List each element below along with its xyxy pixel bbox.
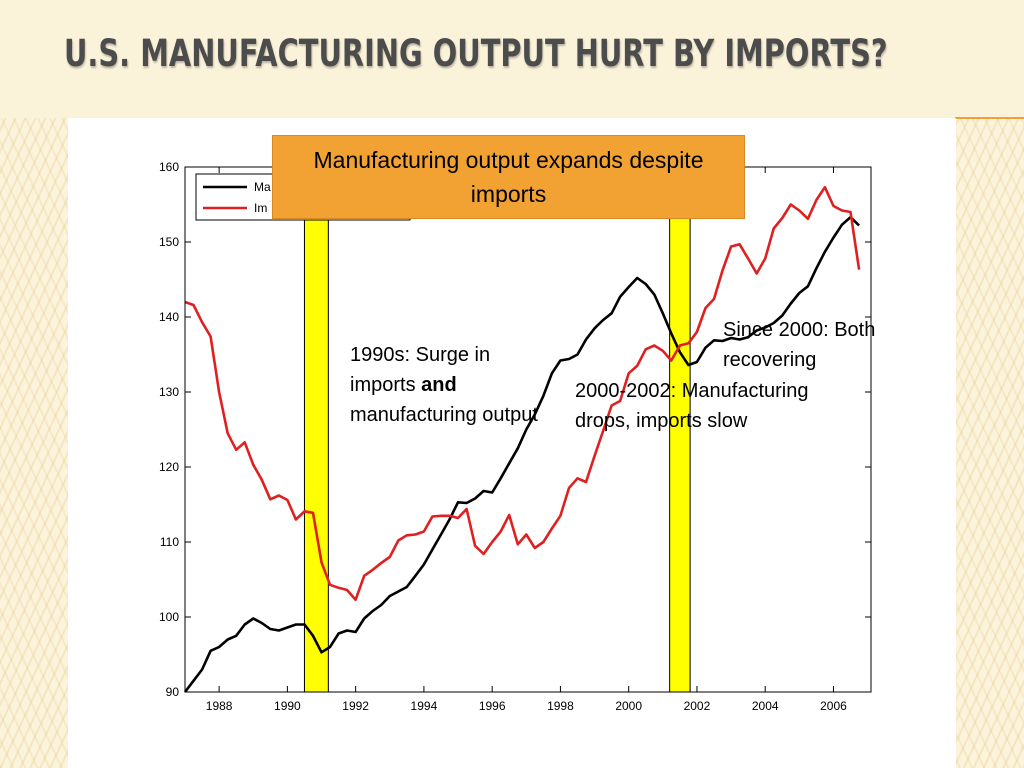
y-axis-ticks: 90 100 110 120 130 140 150 160 [159, 160, 871, 699]
legend-label-im: Im [254, 201, 267, 215]
x-tick-label: 2006 [820, 699, 847, 713]
slide-title: U.S. Manufacturing Output Hurt by Import… [64, 32, 888, 75]
y-tick-label: 120 [159, 460, 179, 474]
x-axis-ticks: 1988 1990 1992 1994 1996 1998 2000 2002 2004 2006 [206, 167, 847, 713]
chart-series [183, 185, 861, 693]
annotation-1990s-suffix: manufacturing output [350, 404, 538, 426]
annotation-1990s-surge: 1990s: Surge in imports and manufacturin… [350, 340, 550, 430]
series-line-im [184, 185, 861, 602]
series-line-ma [183, 215, 861, 693]
x-tick-label: 1996 [479, 699, 506, 713]
callout-text: Manufacturing output expands despite imp… [313, 147, 704, 207]
x-tick-label: 2000 [615, 699, 642, 713]
y-tick-label: 160 [159, 160, 179, 174]
title-band [0, 0, 1024, 118]
y-tick-label: 90 [166, 685, 180, 699]
callout-box: Manufacturing output expands despite imp… [272, 135, 745, 219]
x-tick-label: 2004 [752, 699, 779, 713]
recession-band-1 [303, 166, 329, 693]
annotation-since-2000: Since 2000: Both recovering [723, 319, 876, 371]
x-tick-label: 1994 [411, 699, 438, 713]
legend-label-ma: Ma [254, 180, 271, 194]
y-tick-label: 140 [159, 310, 179, 324]
accent-line [955, 117, 1024, 119]
x-tick-label: 2002 [684, 699, 711, 713]
y-tick-label: 130 [159, 385, 179, 399]
x-tick-label: 1992 [342, 699, 369, 713]
x-tick-label: 1988 [206, 699, 233, 713]
chart-panel [68, 118, 956, 768]
annotation-2000-drop: 2000-2002: Manufacturing drops, imports … [575, 380, 809, 432]
y-tick-label: 150 [159, 235, 179, 249]
y-tick-label: 110 [160, 535, 179, 549]
y-tick-label: 100 [159, 610, 179, 624]
annotation-1990s-prefix: 1990s: Surge in imports [350, 344, 491, 396]
x-tick-label: 1998 [547, 699, 574, 713]
annotation-1990s-bold: and [421, 374, 457, 396]
x-tick-label: 1990 [274, 699, 301, 713]
